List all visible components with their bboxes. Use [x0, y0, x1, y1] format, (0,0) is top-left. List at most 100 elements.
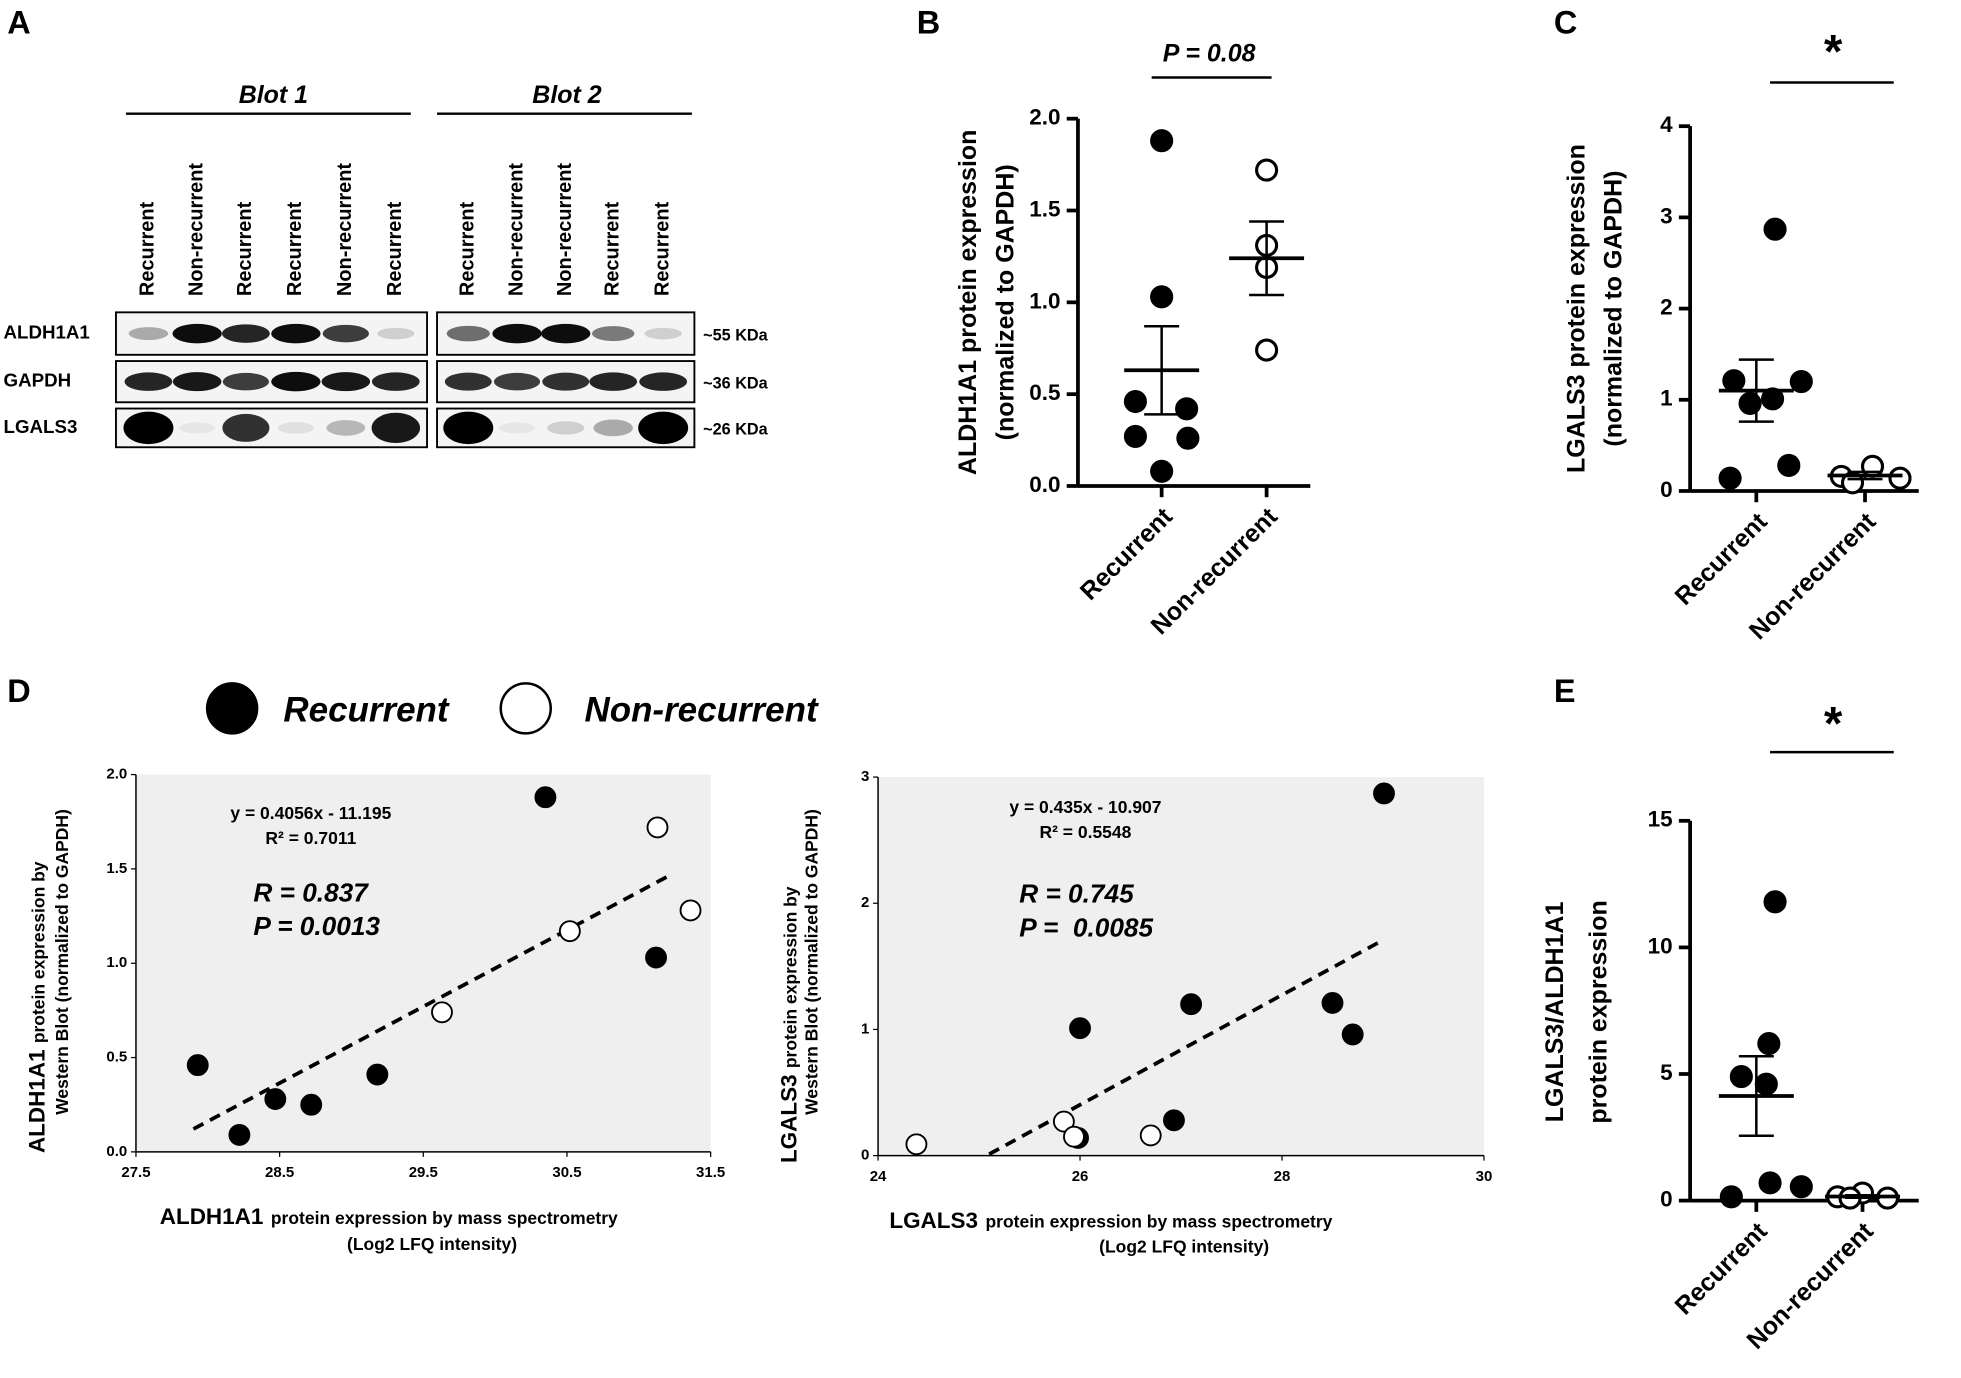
protein-label: ALDH1A1 — [4, 322, 90, 343]
lane-label: Non-recurrent — [505, 163, 527, 296]
x-tick-label: Recurrent — [1670, 507, 1774, 611]
data-point — [1888, 466, 1912, 490]
lane-label: Recurrent — [284, 201, 306, 296]
legend-marker — [499, 682, 552, 735]
y-tick-label: 0 — [1660, 1187, 1673, 1212]
size-label: ~55 KDa — [703, 326, 768, 344]
x-tick-label: 29.5 — [409, 1164, 438, 1181]
y-tick-label: 0.0 — [1029, 472, 1060, 497]
lane-label: Recurrent — [601, 201, 623, 296]
data-point — [228, 1123, 251, 1146]
y-axis-label: (normalized to GAPDH) — [1600, 171, 1628, 447]
lane-label: Recurrent — [137, 201, 159, 296]
data-point — [1123, 424, 1147, 448]
p-value: P = 0.0085 — [1019, 912, 1153, 942]
data-point — [1729, 1064, 1753, 1089]
blot-band — [371, 412, 421, 444]
y-tick-label: 3 — [861, 768, 869, 785]
correlation: R = 0.745 — [1019, 879, 1134, 909]
y-axis-label: LGALS3/ALDH1A1 — [1541, 902, 1569, 1123]
legend-label: Recurrent — [283, 690, 450, 729]
blot-band — [222, 372, 270, 391]
y-axis-label-line: LGALS3 protein expression by — [777, 886, 802, 1163]
blot-band — [589, 372, 638, 391]
legend-marker — [205, 682, 259, 735]
blot-band — [499, 422, 535, 434]
y-tick-label: 15 — [1648, 807, 1673, 832]
data-point — [1758, 1171, 1782, 1195]
x-tick-label: 30.5 — [552, 1164, 581, 1181]
data-point — [1180, 993, 1203, 1016]
y-tick-label: 2 — [1660, 295, 1673, 320]
data-point — [1321, 992, 1344, 1014]
y-tick-label: 10 — [1648, 933, 1673, 958]
x-tick-label: 28 — [1274, 1168, 1291, 1185]
annotation: P = 0.08 — [1163, 40, 1256, 68]
y-tick-label: 1.0 — [106, 954, 127, 971]
y-axis-label: ALDH1A1 — [24, 1049, 49, 1153]
y-tick-label: 1.5 — [106, 860, 127, 877]
lane-label: Recurrent — [384, 201, 406, 296]
x-tick-label: 27.5 — [121, 1164, 150, 1181]
data-point — [1763, 890, 1787, 914]
p-value: P = 0.0013 — [253, 911, 380, 941]
y-tick-label: 3 — [1660, 203, 1673, 228]
lane-label: Recurrent — [457, 201, 479, 296]
legend-label: Non-recurrent — [584, 690, 819, 729]
blot-band — [377, 327, 415, 340]
data-point — [1163, 1109, 1185, 1132]
blot-band — [591, 326, 635, 342]
data-point — [1255, 338, 1279, 362]
blot-band — [222, 413, 270, 442]
blot-band — [593, 419, 633, 437]
data-point — [431, 1001, 453, 1024]
data-point — [1175, 397, 1199, 421]
data-point — [186, 1054, 209, 1077]
equation: y = 0.435x - 10.907 — [1009, 797, 1161, 817]
lane-label: Non-recurrent — [554, 163, 576, 296]
x-tick-label: Recurrent — [1670, 1217, 1774, 1321]
data-point — [366, 1063, 389, 1086]
data-point — [1150, 285, 1174, 309]
data-point — [1789, 1175, 1813, 1199]
r-squared: R² = 0.5548 — [1040, 822, 1132, 842]
y-tick-label: 1.5 — [1029, 196, 1060, 221]
panel-label: C — [1554, 5, 1577, 41]
blot-band — [443, 411, 494, 445]
data-point — [1789, 369, 1813, 394]
blot-band — [326, 420, 366, 436]
y-tick-label: 0.0 — [106, 1143, 127, 1160]
panel-label: B — [917, 5, 940, 41]
y-axis-label: protein expression — [1585, 900, 1613, 1123]
y-tick-label: 2.0 — [1029, 105, 1060, 130]
lane-label: Recurrent — [234, 201, 256, 296]
data-point — [1719, 1185, 1743, 1209]
x-tick-label: 24 — [870, 1168, 887, 1185]
x-axis-label: ALDH1A1 — [160, 1204, 264, 1229]
y-tick-label: 4 — [1660, 112, 1673, 137]
y-tick-label: 0 — [861, 1147, 869, 1164]
data-point — [905, 1133, 928, 1156]
data-point — [534, 786, 557, 809]
blot-band — [123, 411, 174, 445]
blot-band — [547, 421, 585, 435]
data-point — [264, 1088, 287, 1110]
data-point — [1150, 129, 1174, 153]
blot-band — [222, 324, 270, 343]
data-point — [1777, 453, 1801, 478]
y-axis-label: protein expression by — [780, 886, 800, 1068]
x-tick-label: Recurrent — [1075, 502, 1179, 606]
blot-band — [638, 411, 689, 445]
blot-band — [179, 422, 216, 434]
x-tick-label: 28.5 — [265, 1164, 294, 1181]
blot-band — [371, 372, 420, 391]
data-point — [1139, 1124, 1162, 1147]
x-tick-label: 26 — [1072, 1168, 1089, 1185]
blot-band — [172, 323, 222, 344]
y-tick-label: 0 — [1660, 477, 1673, 502]
y-tick-label: 1 — [861, 1020, 869, 1037]
blot-band — [444, 372, 492, 391]
annotation: * — [1822, 698, 1843, 751]
data-point — [1754, 1072, 1778, 1096]
